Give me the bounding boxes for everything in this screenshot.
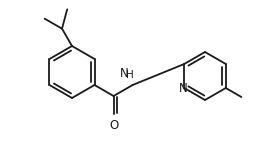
Text: O: O xyxy=(109,119,118,132)
Text: H: H xyxy=(126,70,134,80)
Text: N: N xyxy=(120,67,129,80)
Text: N: N xyxy=(179,82,188,95)
